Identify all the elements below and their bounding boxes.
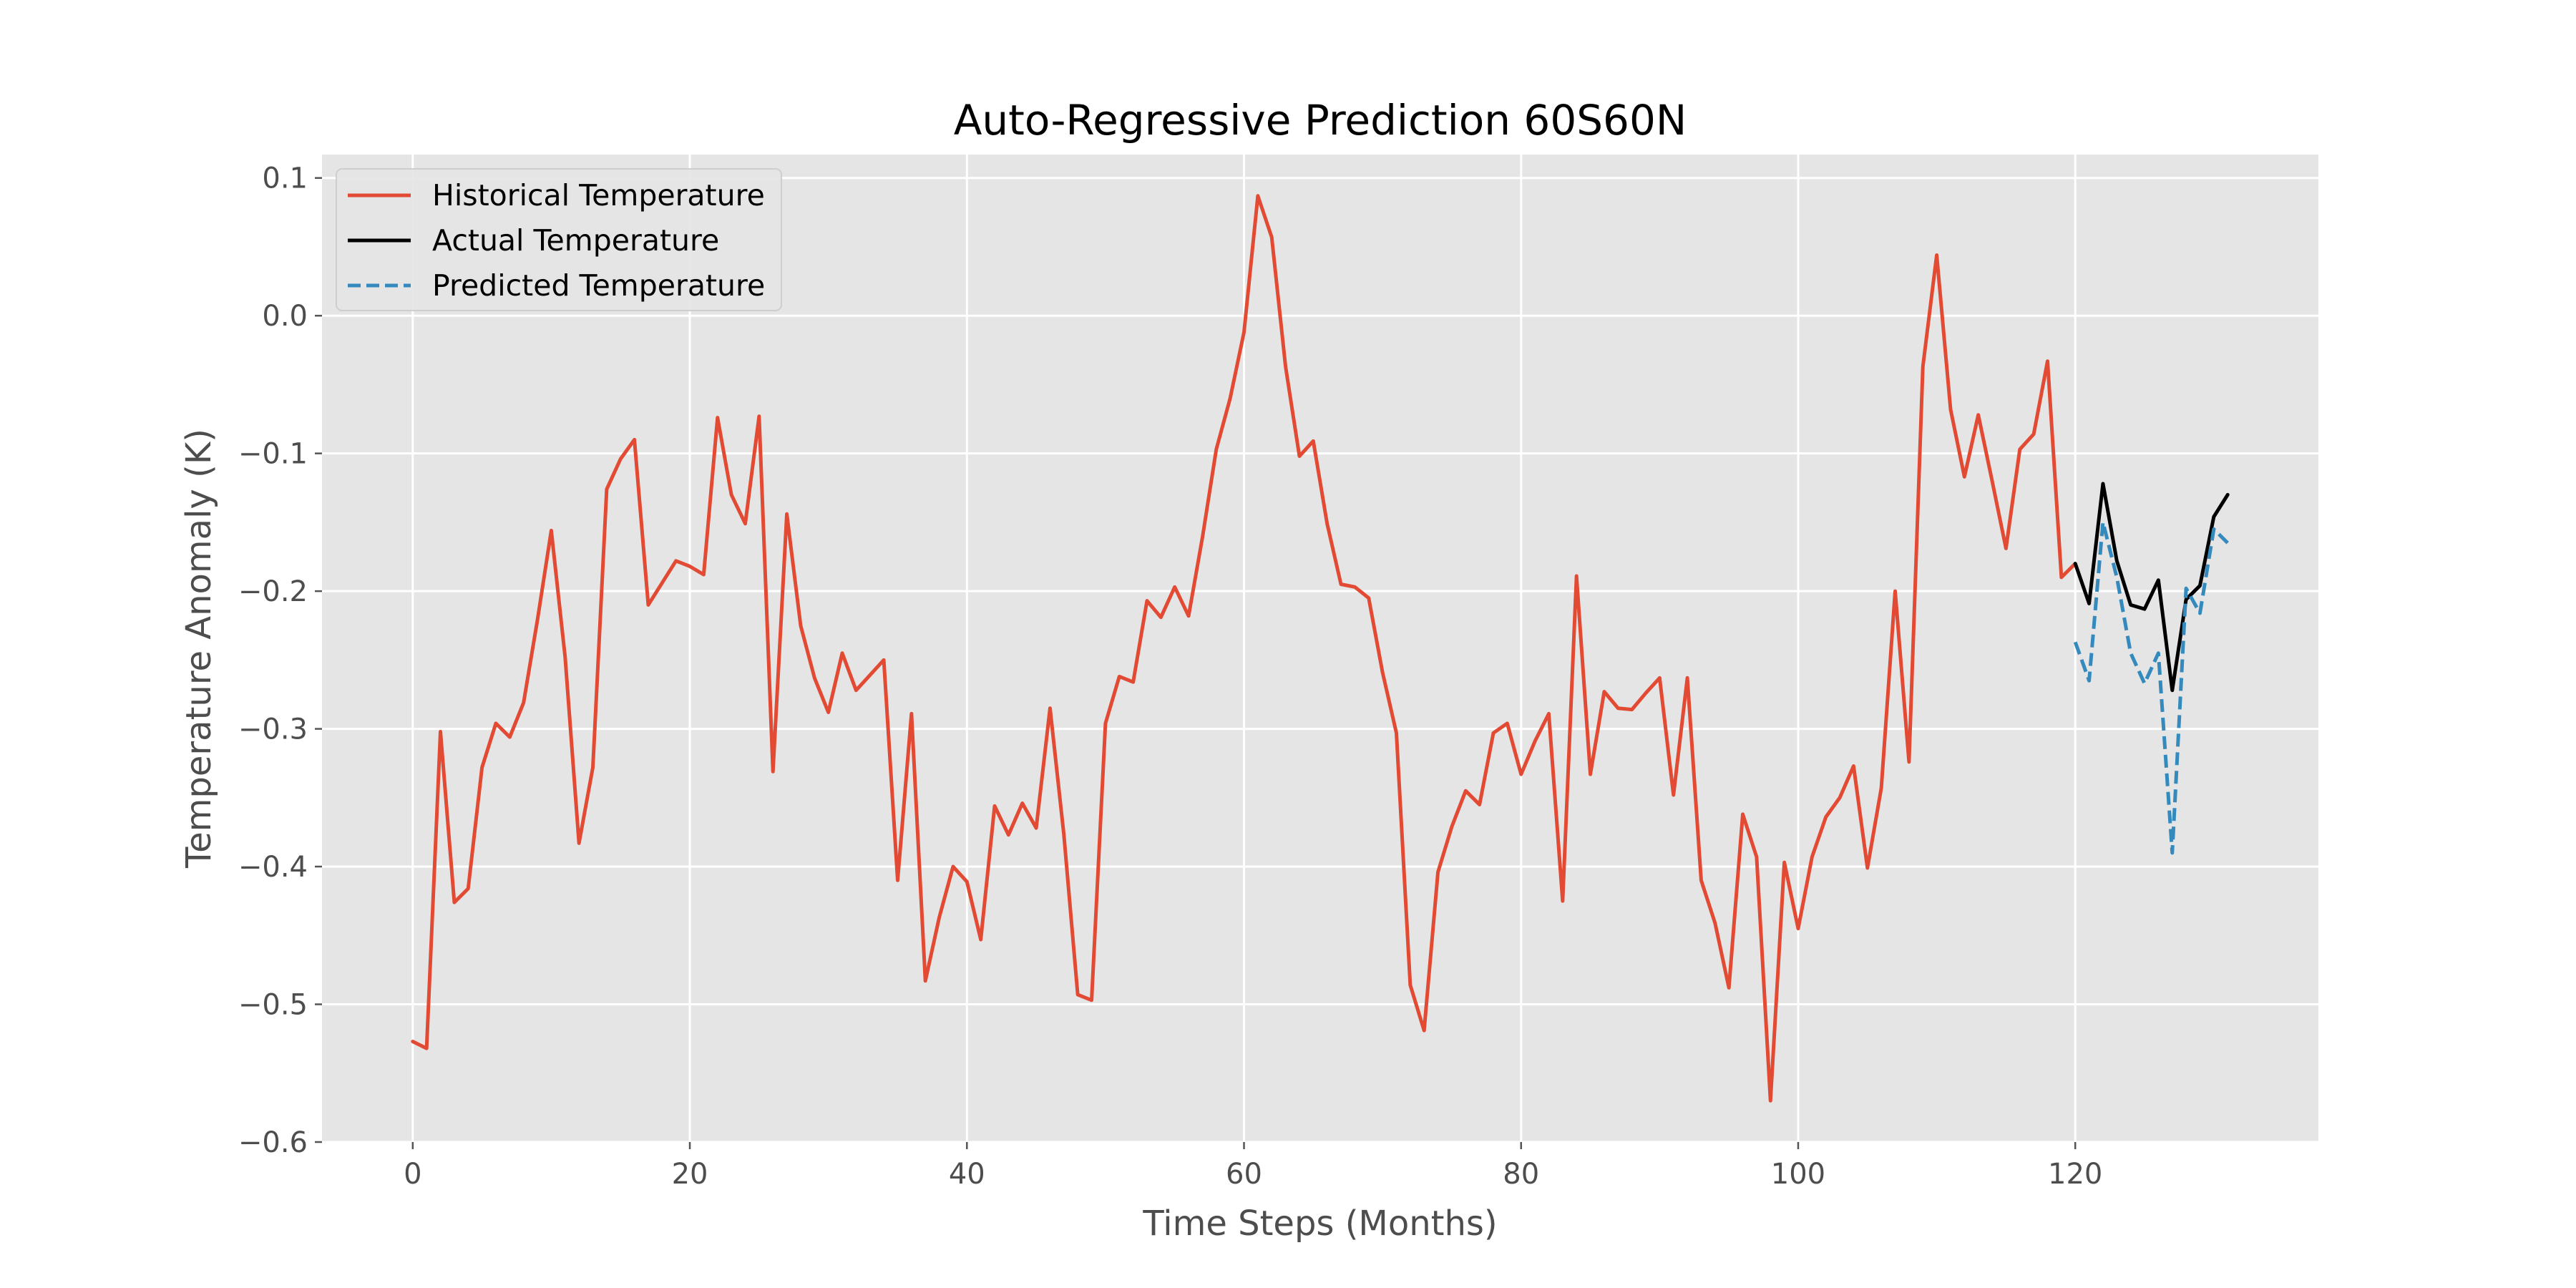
series-line-1 — [2073, 482, 2230, 693]
y-tick-label: −0.5 — [238, 989, 308, 1022]
legend-label: Actual Temperature — [432, 223, 719, 258]
x-tick-label: 60 — [1226, 1158, 1262, 1191]
x-axis-label: Time Steps (Months) — [1142, 1204, 1497, 1244]
y-axis-label: Temperature Anomaly (K) — [179, 429, 219, 869]
y-tick-label: −0.6 — [238, 1126, 308, 1159]
x-tick-label: 120 — [2048, 1158, 2102, 1191]
legend: Historical Temperature Actual Temperature… — [336, 168, 782, 311]
y-tick-label: 0.0 — [262, 300, 308, 333]
legend-label: Predicted Temperature — [432, 268, 765, 303]
series-line-2 — [2073, 520, 2229, 855]
x-tick-label: 80 — [1503, 1158, 1539, 1191]
x-tick-label: 0 — [404, 1158, 421, 1191]
plot-area — [322, 155, 2318, 1142]
y-tick-label: −0.1 — [238, 438, 308, 471]
series-lines — [411, 194, 2230, 1103]
series-line-0 — [411, 194, 2077, 1103]
y-tick-label: −0.4 — [238, 851, 308, 884]
x-tick-label: 40 — [949, 1158, 985, 1191]
x-tick-label: 20 — [672, 1158, 708, 1191]
axis-ticks: 0 20 40 60 80 100 120 0.1 0.0 −0.1 −0.2 −0.3 −0.4 −0.… — [238, 162, 2103, 1191]
y-tick-label: −0.3 — [238, 713, 308, 746]
x-tick-label: 100 — [1771, 1158, 1825, 1191]
legend-box — [336, 168, 782, 311]
y-tick-label: −0.2 — [238, 575, 308, 608]
legend-label: Historical Temperature — [432, 178, 765, 213]
chart-title: Auto-Regressive Prediction 60S60N — [954, 96, 1687, 145]
y-tick-label: 0.1 — [262, 162, 308, 195]
grid-lines — [322, 155, 2318, 1143]
